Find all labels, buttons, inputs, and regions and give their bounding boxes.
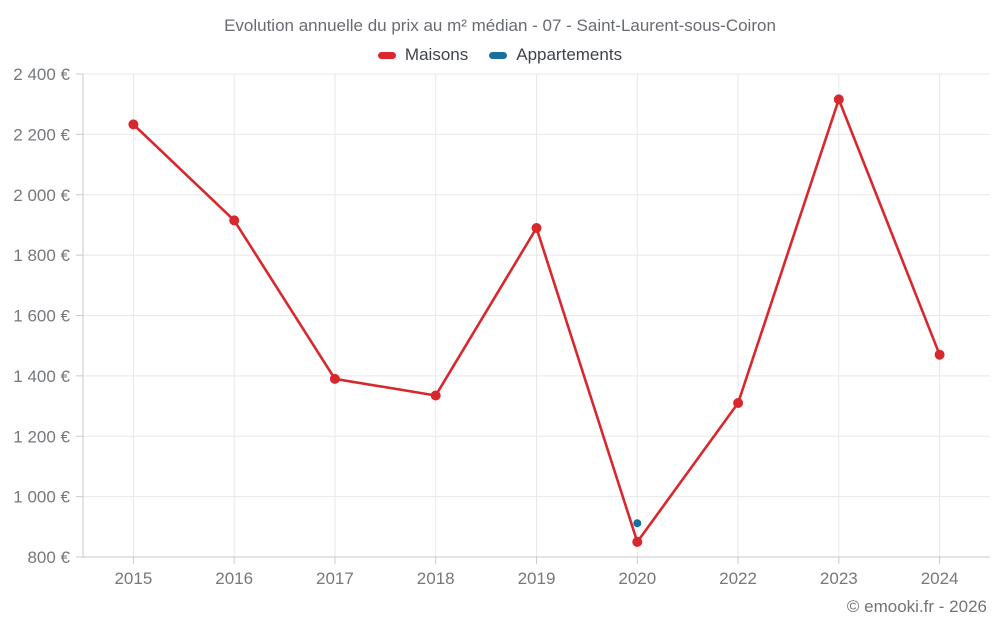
y-tick-label: 1 800 € <box>13 246 70 265</box>
appartements-point-2020 <box>633 519 642 528</box>
y-tick-label: 1 400 € <box>13 367 70 386</box>
copyright-credit: © emooki.fr - 2026 <box>846 597 987 616</box>
appartements-swatch-icon <box>489 51 508 59</box>
y-tick-label: 1 600 € <box>13 307 70 326</box>
x-tick-label: 2024 <box>921 569 959 588</box>
y-tick-label: 2 400 € <box>13 65 70 84</box>
x-tick-label: 2015 <box>114 569 152 588</box>
maisons-point-2022 <box>733 398 744 408</box>
maisons-point-2020 <box>632 536 643 547</box>
x-tick-label: 2019 <box>518 569 556 588</box>
x-tick-label: 2018 <box>417 569 455 588</box>
legend-label-appartements: Appartements <box>516 45 623 64</box>
x-tick-label: 2020 <box>618 569 656 588</box>
maisons-point-2018 <box>430 390 441 401</box>
maisons-point-2016 <box>229 215 240 226</box>
maisons-point-2024 <box>934 349 945 360</box>
legend-label-maisons: Maisons <box>404 45 469 64</box>
x-tick-label: 2017 <box>316 569 354 588</box>
y-tick-label: 1 200 € <box>13 427 70 446</box>
y-tick-label: 2 200 € <box>13 125 70 144</box>
chart-legend: Maisons Appartements <box>0 45 1000 65</box>
chart-title: Evolution annuelle du prix au m² médian … <box>224 16 776 35</box>
legend-item-appartements[interactable]: Appartements <box>489 45 622 65</box>
maisons-swatch-icon <box>377 51 396 59</box>
maisons-point-2023 <box>833 94 844 105</box>
maisons-point-2015 <box>128 119 139 130</box>
x-tick-label: 2023 <box>820 569 858 588</box>
maisons-point-2017 <box>329 373 340 384</box>
y-tick-label: 800 € <box>27 548 70 567</box>
x-tick-label: 2016 <box>215 569 253 588</box>
legend-item-maisons[interactable]: Maisons <box>377 45 469 65</box>
y-tick-label: 2 000 € <box>13 186 70 205</box>
x-tick-label: 2022 <box>719 569 757 588</box>
maisons-point-2019 <box>531 223 542 233</box>
y-tick-label: 1 000 € <box>13 488 70 507</box>
